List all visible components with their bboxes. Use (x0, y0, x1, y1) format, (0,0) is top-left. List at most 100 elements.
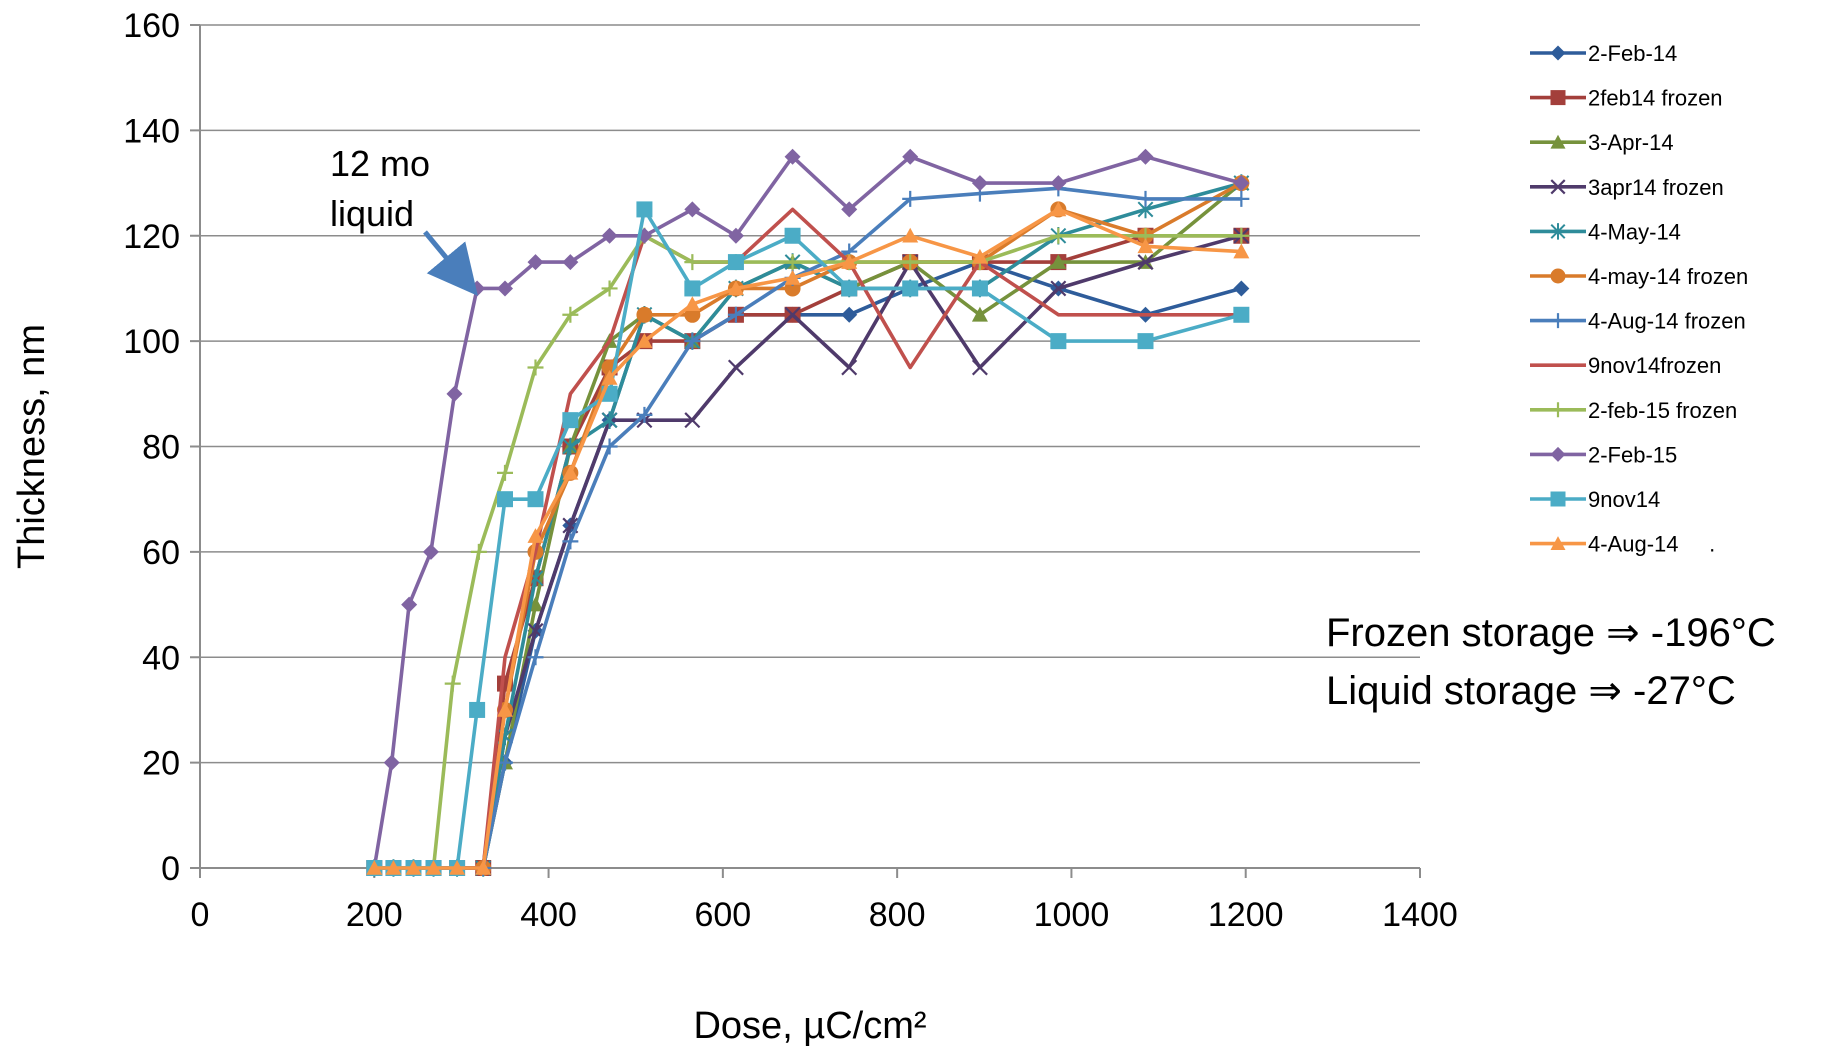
data-point (1550, 223, 1566, 240)
y-tick-label: 40 (142, 639, 180, 677)
series-line (372, 154, 1242, 869)
data-point (727, 254, 744, 271)
data-point (902, 254, 919, 271)
data-point (527, 649, 544, 666)
data-point (562, 412, 579, 429)
data-point (601, 280, 618, 297)
data-point (527, 359, 544, 376)
legend-item: 4-may-14 frozen (1530, 264, 1748, 289)
legend-item: 2feb14 frozen (1530, 86, 1723, 111)
data-point (527, 491, 544, 508)
annotation-text: liquid (330, 193, 414, 234)
data-point (1550, 313, 1566, 329)
data-point (562, 437, 579, 456)
legend-item: 9nov14 (1530, 487, 1660, 512)
data-point (684, 333, 701, 350)
legend-item: 2-Feb-14 (1530, 41, 1677, 66)
legend-item: 4-May-14 (1530, 219, 1681, 244)
data-point (1050, 254, 1067, 269)
legend-label: 2-feb-15 frozen (1588, 398, 1737, 423)
legend-item: 2-feb-15 frozen (1530, 398, 1737, 423)
legend-label: 4-Aug-14 . (1588, 532, 1715, 557)
legend-label: 2-Feb-15 (1588, 442, 1677, 467)
legend-label: 9nov14 (1588, 487, 1660, 512)
data-point (601, 227, 618, 244)
data-point (684, 280, 701, 297)
data-point (1137, 333, 1154, 350)
data-point (366, 860, 383, 875)
data-point (784, 306, 801, 323)
data-point (601, 438, 618, 455)
data-point (1233, 175, 1250, 192)
data-point (636, 406, 653, 423)
data-point (1550, 491, 1566, 507)
data-point (727, 359, 744, 376)
data-point (383, 754, 400, 771)
annotation-text: 12 mo (330, 143, 430, 184)
data-point (1233, 190, 1250, 207)
data-point (562, 533, 579, 550)
x-tick-label: 0 (191, 896, 210, 934)
annotation: 12 mo liquid (330, 143, 478, 296)
data-point (971, 280, 988, 297)
data-point (1233, 243, 1250, 259)
x-tick-label: 400 (520, 896, 577, 934)
data-point (841, 306, 858, 323)
data-point (784, 227, 801, 244)
data-point (425, 860, 442, 875)
data-point (527, 254, 544, 271)
data-point (841, 280, 858, 297)
data-point (601, 411, 618, 429)
legend: 2-Feb-14 2feb14 frozen 3-Apr-14 3apr14 froz… (1530, 41, 1748, 557)
data-point (449, 860, 466, 875)
data-point (444, 675, 461, 692)
data-point (475, 860, 492, 875)
data-point (684, 296, 701, 312)
y-tick-label: 140 (123, 112, 180, 150)
data-point (1550, 446, 1566, 462)
x-tick-label: 200 (346, 896, 403, 934)
data-point (497, 754, 513, 771)
annotation-arrow (423, 230, 478, 296)
legend-item: 2-Feb-15 (1530, 442, 1677, 467)
data-point (841, 359, 858, 376)
legend-item: 3-Apr-14 (1530, 130, 1674, 155)
series-9 (366, 227, 1250, 876)
x-tick-label: 800 (869, 896, 926, 934)
data-point (1233, 306, 1250, 323)
data-point (902, 280, 919, 297)
data-point (841, 254, 858, 269)
legend-item: 3apr14 frozen (1530, 175, 1724, 200)
legend-label: 3-Apr-14 (1588, 130, 1674, 155)
y-tick-label: 60 (142, 534, 180, 572)
data-point (902, 148, 919, 165)
data-point (562, 254, 579, 271)
data-point (405, 860, 422, 875)
data-point (1137, 254, 1154, 271)
series-line (374, 234, 1242, 870)
data-point (385, 860, 402, 875)
data-point (497, 464, 513, 481)
legend-item: 4-Aug-14 frozen (1530, 309, 1746, 334)
data-point (684, 412, 701, 429)
data-point (497, 701, 513, 717)
data-point (902, 227, 919, 243)
x-tick-label: 1400 (1382, 896, 1458, 934)
axes: 0 20 40 60 80 100 120 140 160 0 200 400 600 800 1000 12… (11, 7, 1458, 1047)
data-point (601, 370, 618, 385)
y-tick-label: 0 (161, 850, 180, 888)
data-point (1550, 90, 1566, 106)
data-point (470, 543, 487, 560)
data-point (1050, 227, 1067, 244)
data-point (1550, 134, 1566, 149)
data-point (636, 306, 653, 323)
legend-label: 3apr14 frozen (1588, 175, 1724, 200)
series-line (374, 260, 1242, 870)
series-group (366, 148, 1250, 877)
data-point (1550, 402, 1566, 418)
legend-item: 4-Aug-14 . (1530, 532, 1715, 557)
data-point (727, 306, 744, 323)
data-point (527, 528, 544, 543)
grid (200, 24, 1420, 764)
